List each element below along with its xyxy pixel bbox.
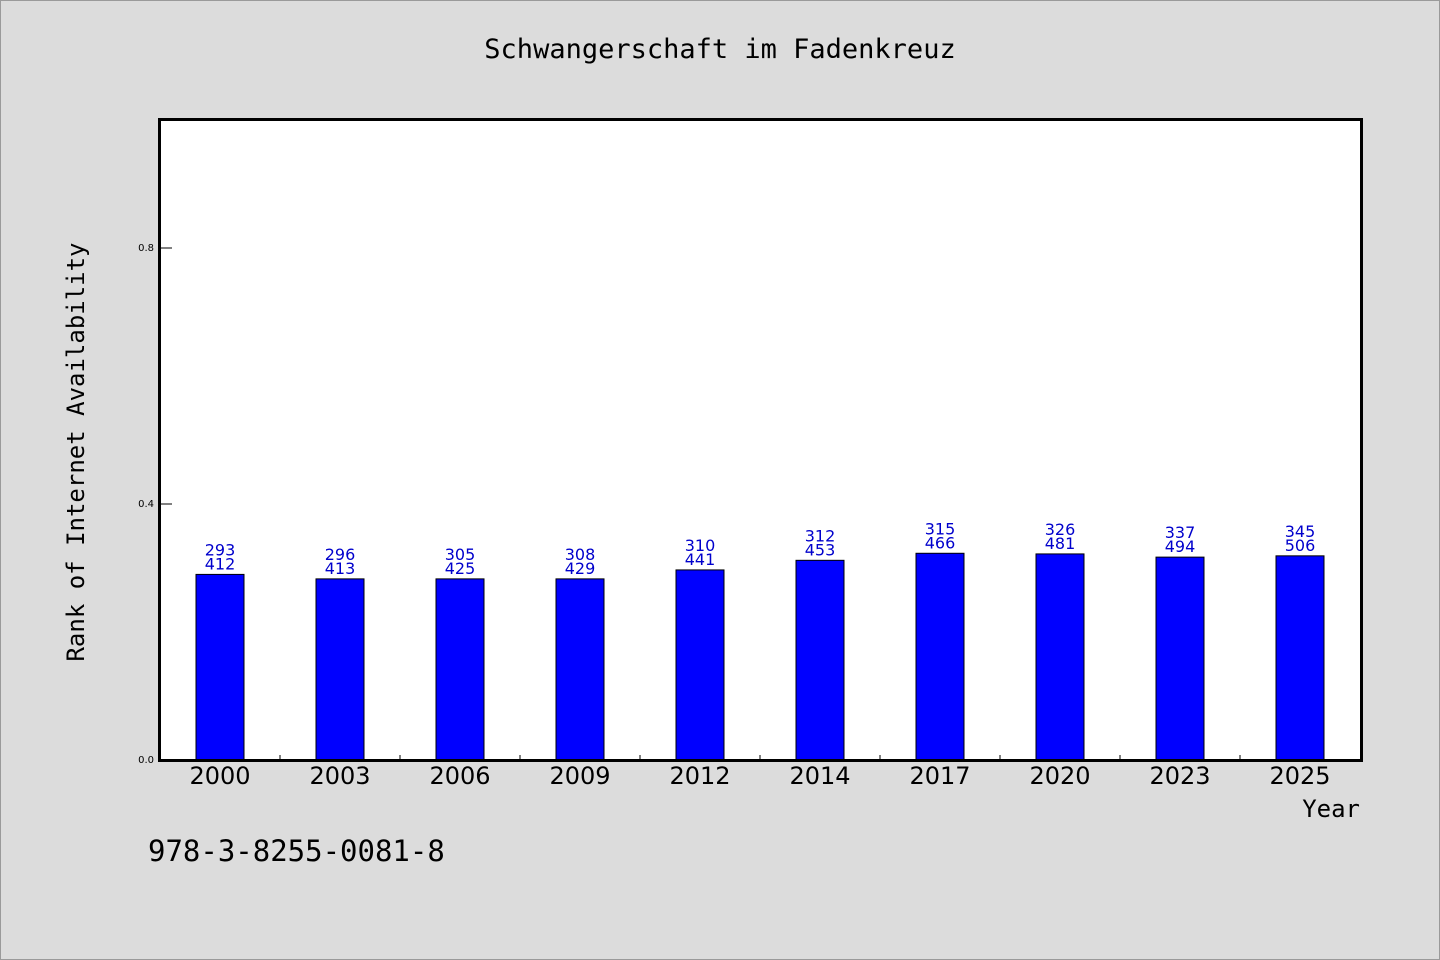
plot-frame — [158, 118, 1363, 762]
bar — [435, 578, 485, 761]
bar-label-bottom: 413 — [325, 559, 356, 578]
bar-label-bottom: 494 — [1165, 537, 1196, 556]
bar-label-top: 308 — [565, 545, 596, 564]
bar — [195, 573, 245, 761]
bar-label-top: 345 — [1285, 522, 1316, 541]
bar-label-bottom: 506 — [1285, 536, 1316, 555]
x-tick-label: 2012 — [669, 762, 730, 790]
bar-label-top: 315 — [925, 519, 956, 538]
bar — [1035, 553, 1085, 761]
x-tick-label: 2006 — [429, 762, 490, 790]
bar-label-bottom: 466 — [925, 533, 956, 552]
bar-label-bottom: 429 — [565, 559, 596, 578]
y-tick-label: 0.8 — [138, 243, 154, 254]
x-axis-title: Year — [1302, 795, 1360, 823]
bar-label-bottom: 481 — [1045, 534, 1076, 553]
x-tick-label: 2014 — [789, 762, 850, 790]
bar — [915, 552, 965, 761]
bar-label-top: 312 — [805, 526, 836, 545]
bar — [315, 578, 365, 761]
y-axis-title: Rank of Internet Availability — [62, 242, 90, 661]
bar-label-top: 326 — [1045, 520, 1076, 539]
bars-layer — [195, 552, 1325, 761]
x-tick-label: 2023 — [1149, 762, 1210, 790]
bar-label-top: 337 — [1165, 523, 1196, 542]
bar-label-bottom: 412 — [205, 554, 236, 573]
bar-label-top: 310 — [685, 536, 716, 555]
chart-title: Schwangerschaft im Fadenkreuz — [484, 34, 956, 65]
bar — [1275, 555, 1325, 761]
x-tick-label: 2017 — [909, 762, 970, 790]
x-tick-label: 2025 — [1269, 762, 1330, 790]
isbn-code: 978-3-8255-0081-8 — [148, 834, 445, 868]
x-tick-label: 2003 — [309, 762, 370, 790]
bar — [1155, 556, 1205, 761]
x-tick-label: 2000 — [189, 762, 250, 790]
bar-label-bottom: 441 — [685, 550, 716, 569]
y-tick-label: 0.0 — [138, 755, 154, 766]
bar-label-top: 305 — [445, 545, 476, 564]
bar-label-bottom: 453 — [805, 540, 836, 559]
bar-label-bottom: 425 — [445, 559, 476, 578]
x-tick-label: 2020 — [1029, 762, 1090, 790]
x-tick-label: 2009 — [549, 762, 610, 790]
bar — [555, 578, 605, 761]
bar-label-top: 293 — [205, 540, 236, 559]
bar — [675, 569, 725, 761]
y-tick-label: 0.4 — [138, 499, 154, 510]
bar — [795, 559, 845, 761]
bar-label-top: 296 — [325, 545, 356, 564]
